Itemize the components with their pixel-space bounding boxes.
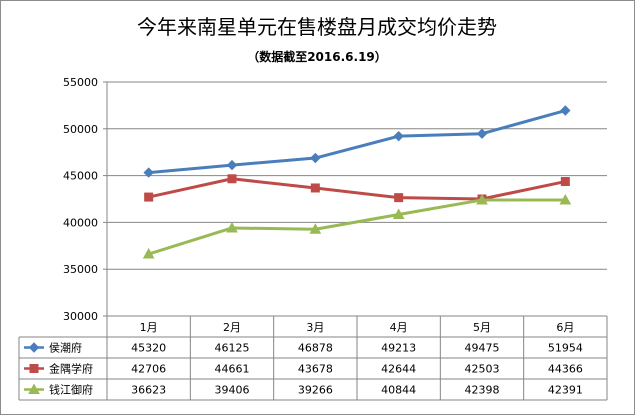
table-value: 36623 bbox=[131, 384, 166, 397]
data-point bbox=[560, 177, 570, 187]
x-category-label: 5月 bbox=[473, 321, 491, 334]
table-value: 39406 bbox=[215, 384, 250, 397]
data-point bbox=[394, 193, 404, 203]
y-axis: 30000 35000 40000 45000 50000 55000 bbox=[63, 76, 108, 323]
y-tick-label: 40000 bbox=[63, 216, 98, 229]
data-point bbox=[227, 174, 237, 184]
data-point bbox=[310, 183, 320, 193]
table-value: 44661 bbox=[215, 363, 250, 376]
legend-series-name: 侯潮府 bbox=[49, 341, 82, 355]
table-value: 49475 bbox=[465, 342, 500, 355]
legend-key-marker bbox=[28, 342, 40, 353]
data-point bbox=[144, 192, 154, 202]
series-line bbox=[147, 177, 567, 201]
data-point bbox=[476, 193, 488, 205]
series-line bbox=[147, 109, 567, 175]
legend-key-marker bbox=[29, 364, 39, 373]
legend-key-marker bbox=[28, 383, 40, 394]
data-point bbox=[226, 159, 238, 171]
table-value: 51954 bbox=[548, 342, 583, 355]
x-category-label: 4月 bbox=[390, 321, 408, 334]
table-value: 43678 bbox=[298, 363, 333, 376]
table-value: 42398 bbox=[465, 384, 500, 397]
legend-series-name: 钱江御府 bbox=[49, 383, 93, 397]
table-value: 39266 bbox=[298, 384, 333, 397]
x-category-label: 2月 bbox=[223, 321, 241, 334]
table-value: 46878 bbox=[298, 342, 333, 355]
x-category-label: 6月 bbox=[556, 321, 574, 334]
y-tick-label: 35000 bbox=[63, 263, 98, 276]
table-value: 45320 bbox=[131, 342, 166, 355]
series-1 bbox=[143, 105, 571, 178]
x-category-label: 3月 bbox=[306, 321, 324, 334]
data-point bbox=[393, 130, 404, 142]
table-value: 40844 bbox=[381, 384, 416, 397]
table-value: 49213 bbox=[381, 342, 416, 355]
data-point bbox=[559, 193, 572, 205]
table-value: 46125 bbox=[215, 342, 250, 355]
data-point bbox=[143, 167, 154, 178]
x-category-label: 1月 bbox=[140, 321, 158, 334]
series-line bbox=[147, 198, 567, 256]
y-tick-label: 45000 bbox=[63, 170, 98, 183]
data-point bbox=[476, 128, 488, 139]
series-layer bbox=[142, 105, 572, 259]
table-value: 42706 bbox=[131, 363, 166, 376]
data-point bbox=[392, 208, 405, 220]
data-point bbox=[309, 223, 322, 234]
data-point bbox=[310, 152, 321, 164]
table-value: 42644 bbox=[381, 363, 416, 376]
table-value: 44366 bbox=[548, 363, 583, 376]
table-value: 42503 bbox=[465, 363, 500, 376]
data-point bbox=[226, 221, 238, 233]
y-tick-label: 30000 bbox=[63, 310, 98, 323]
data-point bbox=[142, 247, 155, 259]
y-tick-label: 55000 bbox=[63, 76, 98, 89]
y-tick-label: 50000 bbox=[63, 123, 98, 136]
chart-subtitle: （数据截至2016.6.19） bbox=[247, 49, 387, 64]
series-3 bbox=[142, 193, 572, 259]
legend-series-name: 金隅学府 bbox=[49, 362, 93, 376]
data-point bbox=[560, 105, 571, 116]
chart-title: 今年来南星单元在售楼盘月成交均价走势 bbox=[137, 15, 497, 39]
table-value: 42391 bbox=[548, 384, 583, 397]
